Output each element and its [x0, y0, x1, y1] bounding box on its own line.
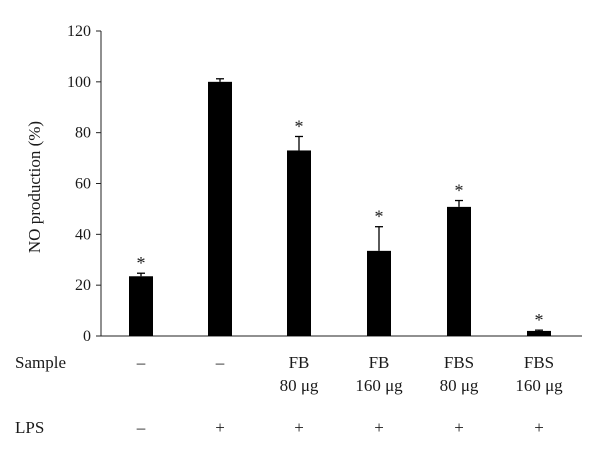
- significance-marker: *: [455, 181, 464, 201]
- y-axis-label: NO production (%): [25, 121, 44, 253]
- table-cell: +: [454, 418, 464, 437]
- significance-marker: *: [375, 207, 384, 227]
- table-cell: FBS: [444, 353, 474, 372]
- y-tick-label: 20: [75, 277, 91, 294]
- significance-marker: *: [295, 116, 304, 136]
- table-cell: +: [374, 418, 384, 437]
- chart-axes: 0 20 40 60 80 100 120: [67, 23, 582, 345]
- chart-bars: * * * * *: [129, 78, 551, 336]
- table-cell: –: [215, 353, 225, 372]
- table-row-label: Sample: [15, 353, 66, 372]
- bar: [287, 150, 311, 336]
- y-tick-label: 100: [67, 74, 91, 91]
- y-tick-label: 80: [75, 125, 91, 142]
- significance-marker: *: [535, 310, 544, 330]
- table-cell: FBS: [524, 353, 554, 372]
- table-cell: +: [534, 418, 544, 437]
- y-tick-label: 0: [83, 328, 91, 345]
- y-tick-label: 40: [75, 226, 91, 243]
- bar: [447, 206, 471, 336]
- table-cell: FB: [369, 353, 390, 372]
- bar: [129, 276, 153, 336]
- condition-table: Sample – – FB 80 μg FB 160 μg FBS 80 μg FBS 160 μg…: [15, 353, 563, 437]
- significance-marker: *: [137, 253, 146, 273]
- table-cell: FB: [289, 353, 310, 372]
- table-cell: 80 μg: [280, 376, 319, 395]
- table-cell: –: [136, 418, 146, 437]
- table-row-label: LPS: [15, 418, 44, 437]
- table-cell: 80 μg: [440, 376, 479, 395]
- table-cell: –: [136, 353, 146, 372]
- table-cell: +: [294, 418, 304, 437]
- y-tick-label: 120: [67, 23, 91, 40]
- bar: [208, 81, 232, 336]
- table-cell: 160 μg: [515, 376, 563, 395]
- table-cell: +: [215, 418, 225, 437]
- y-tick-label: 60: [75, 176, 91, 193]
- bar: [367, 250, 391, 336]
- table-cell: 160 μg: [355, 376, 403, 395]
- bar: [527, 330, 551, 336]
